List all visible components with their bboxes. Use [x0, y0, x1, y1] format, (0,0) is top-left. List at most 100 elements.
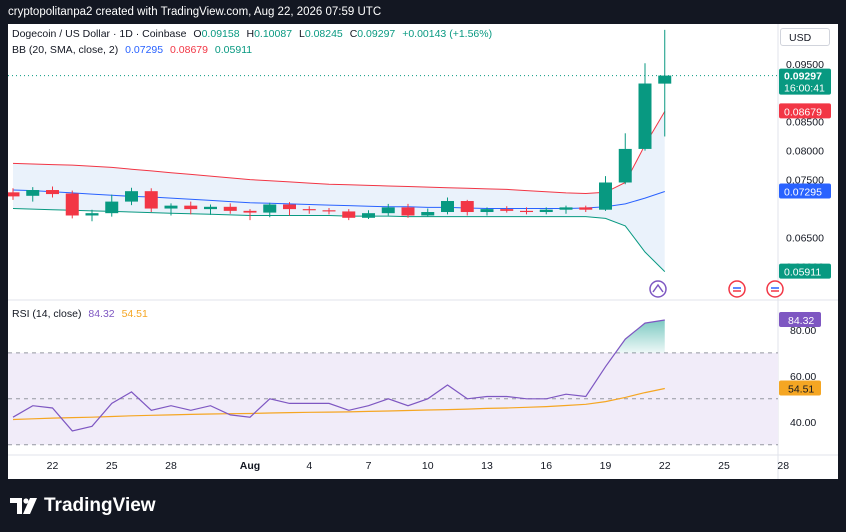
candle: [223, 203, 237, 214]
price-tick-label: 0.06500: [786, 232, 824, 244]
rsi-overbought-fill: [615, 320, 665, 353]
candle-body: [579, 207, 593, 210]
candle-body: [460, 201, 474, 213]
candle: [125, 187, 138, 206]
time-tick-label: 22: [47, 460, 59, 472]
rsi-value: 84.32: [88, 308, 115, 320]
bb-basis-line: [12, 189, 665, 209]
candle: [520, 207, 533, 215]
candle-body: [342, 211, 356, 218]
candle: [579, 205, 593, 213]
candle: [401, 203, 415, 218]
price-tick-label: 0.09500: [786, 59, 824, 71]
time-tick-label: 28: [777, 460, 789, 472]
rsi-ma-badge-label: 54.51: [788, 383, 814, 395]
low-value: 0.08245: [304, 28, 343, 40]
price-tick-label: 0.08500: [786, 117, 824, 129]
bb-lower-line: [12, 208, 666, 272]
rsi-ma-badge: [779, 380, 821, 396]
candle-body: [263, 204, 277, 213]
symbol-label: Dogecoin / US Dollar · 1D · Coinbase: [12, 28, 187, 40]
footer-bar: TradingView: [0, 479, 846, 532]
bb-label: BB (20, SMA, close, 2): [12, 44, 119, 56]
candle-body: [26, 190, 40, 196]
candle: [322, 207, 336, 215]
bb-band-fill: [13, 111, 665, 272]
rsi-legend: RSI (14, close) 84.32 54.51: [12, 308, 148, 320]
candle-body: [302, 209, 316, 211]
candle-body: [105, 201, 119, 214]
candle-body: [243, 210, 257, 213]
tradingview-logo: TradingView: [10, 495, 156, 517]
candle: [342, 209, 356, 221]
candle-body: [500, 209, 514, 211]
bb-upper-badge: [779, 103, 831, 119]
candle-body: [362, 213, 375, 218]
us-flag-event-icon: [728, 280, 746, 298]
bb-upper-line: [12, 111, 666, 195]
open-value: 0.09158: [201, 28, 240, 40]
dividend-event-icon: [649, 280, 667, 298]
candle: [618, 133, 632, 185]
high-label: H: [246, 28, 255, 40]
time-tick-label: 19: [600, 460, 612, 472]
chart-svg[interactable]: 0.095000.085000.080000.075000.065000.060…: [6, 24, 838, 479]
bb-legend: BB (20, SMA, close, 2) 0.07295 0.08679 0…: [12, 44, 252, 56]
candle: [638, 63, 652, 151]
candle-body: [658, 75, 672, 84]
rsi-line: [12, 319, 665, 432]
time-tick-label: 7: [366, 460, 372, 472]
candle-body: [164, 205, 178, 209]
last-price-label: 0.09297: [784, 71, 822, 83]
attribution-bar: cryptopolitanpa2 created with TradingVie…: [0, 0, 846, 24]
candle-body: [125, 191, 138, 202]
candle: [263, 202, 277, 218]
candle: [658, 29, 672, 137]
candle-body: [381, 207, 395, 214]
candle: [184, 201, 198, 215]
candle-body: [85, 213, 99, 216]
time-tick-label: Aug: [240, 460, 260, 472]
rsi-value-badge: [779, 312, 821, 328]
candle: [105, 194, 119, 217]
candle: [500, 206, 514, 213]
candle: [6, 188, 20, 200]
bb-basis-badge-label: 0.07295: [784, 186, 822, 198]
candle: [362, 210, 375, 219]
time-tick-label: 28: [165, 460, 177, 472]
bb-lower-value: 0.05911: [214, 44, 253, 56]
rsi-tick-label: 40.00: [790, 417, 816, 429]
candle: [65, 190, 79, 219]
time-tick-label: 13: [481, 460, 493, 472]
candle: [302, 206, 316, 214]
candle: [204, 204, 217, 215]
bb-upper-badge-label: 0.08679: [784, 106, 822, 118]
candle-body: [322, 210, 336, 212]
countdown-label: 16:00:41: [784, 83, 825, 95]
candle-body: [599, 182, 612, 210]
candle-body: [401, 207, 415, 216]
open-label: O: [193, 28, 202, 40]
time-tick-label: 10: [422, 460, 434, 472]
currency-button[interactable]: USD: [780, 28, 830, 46]
candle-body: [184, 205, 198, 210]
candle-body: [6, 192, 20, 197]
rsi-tick-label: 80.00: [790, 325, 816, 337]
rsi-label: RSI (14, close): [12, 308, 82, 320]
rsi-ma-line: [12, 387, 665, 421]
candle-body: [144, 191, 158, 209]
price-tick-label: 0.08000: [786, 146, 824, 158]
candle: [441, 197, 454, 215]
chart-panel[interactable]: 0.095000.085000.080000.075000.065000.060…: [6, 24, 838, 479]
candle: [283, 202, 296, 216]
candle: [46, 186, 59, 198]
last-price-badge: [779, 68, 831, 95]
candle: [460, 199, 474, 216]
candle-body: [204, 206, 217, 210]
candle: [421, 208, 435, 217]
high-value: 0.10087: [254, 28, 293, 40]
close-value: 0.09297: [357, 28, 396, 40]
candle: [480, 207, 494, 216]
time-tick-label: 4: [306, 460, 312, 472]
us-flag-event-icon: [766, 280, 784, 298]
